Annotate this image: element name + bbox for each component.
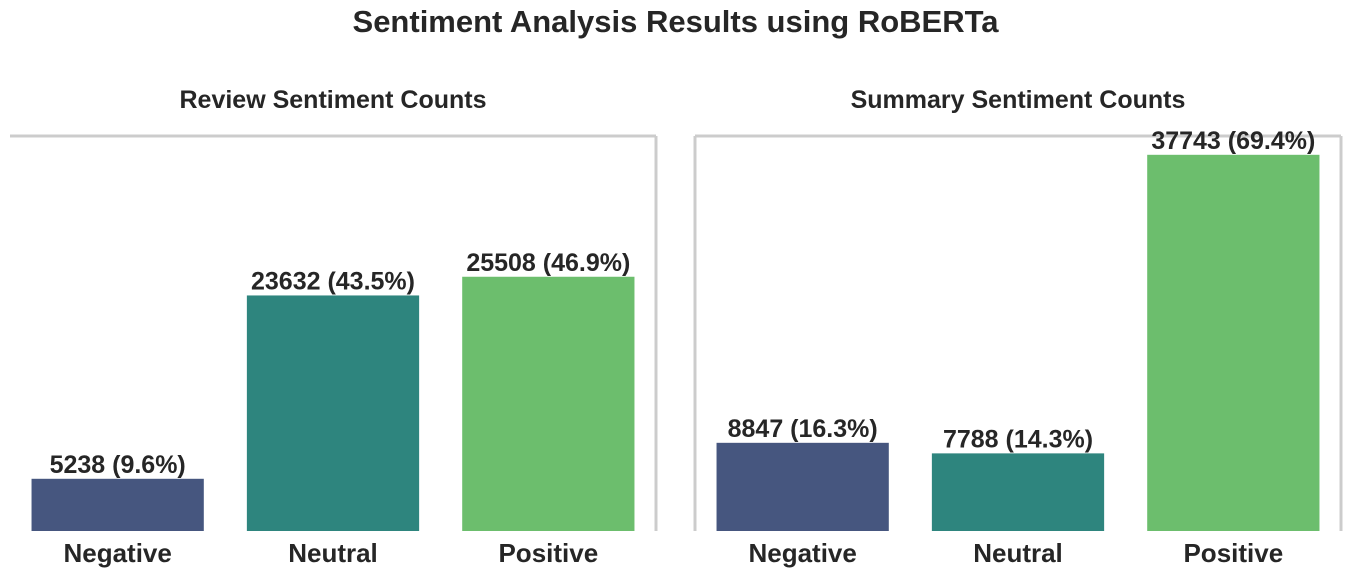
data-label-neutral-1: 23632 (43.5%): [251, 267, 415, 295]
bar-neutral-2: [931, 453, 1105, 531]
bar-negative-2: [716, 442, 889, 531]
x-tick-negative-2: Negative: [748, 538, 856, 568]
x-tick-positive-2: Positive: [1183, 538, 1283, 568]
x-tick-positive-1: Positive: [498, 538, 598, 568]
data-label-negative-1: 5238 (9.6%): [50, 451, 186, 479]
bar-neutral-1: [246, 295, 420, 531]
panel-title-1: Review Sentiment Counts: [180, 86, 487, 114]
x-tick-negative-1: Negative: [63, 538, 171, 568]
panel-title-2: Summary Sentiment Counts: [851, 86, 1186, 114]
figure-title: Sentiment Analysis Results using RoBERTa: [352, 4, 999, 39]
bar-positive-1: [462, 276, 635, 531]
bar-negative-1: [31, 478, 204, 531]
data-label-positive-1: 25508 (46.9%): [466, 249, 630, 277]
data-label-neutral-2: 7788 (14.3%): [943, 425, 1093, 453]
x-tick-neutral-1: Neutral: [288, 538, 378, 568]
bar-positive-2: [1147, 154, 1320, 531]
x-tick-neutral-2: Neutral: [973, 538, 1063, 568]
data-label-positive-2: 37743 (69.4%): [1151, 127, 1315, 155]
data-label-negative-2: 8847 (16.3%): [728, 415, 878, 443]
